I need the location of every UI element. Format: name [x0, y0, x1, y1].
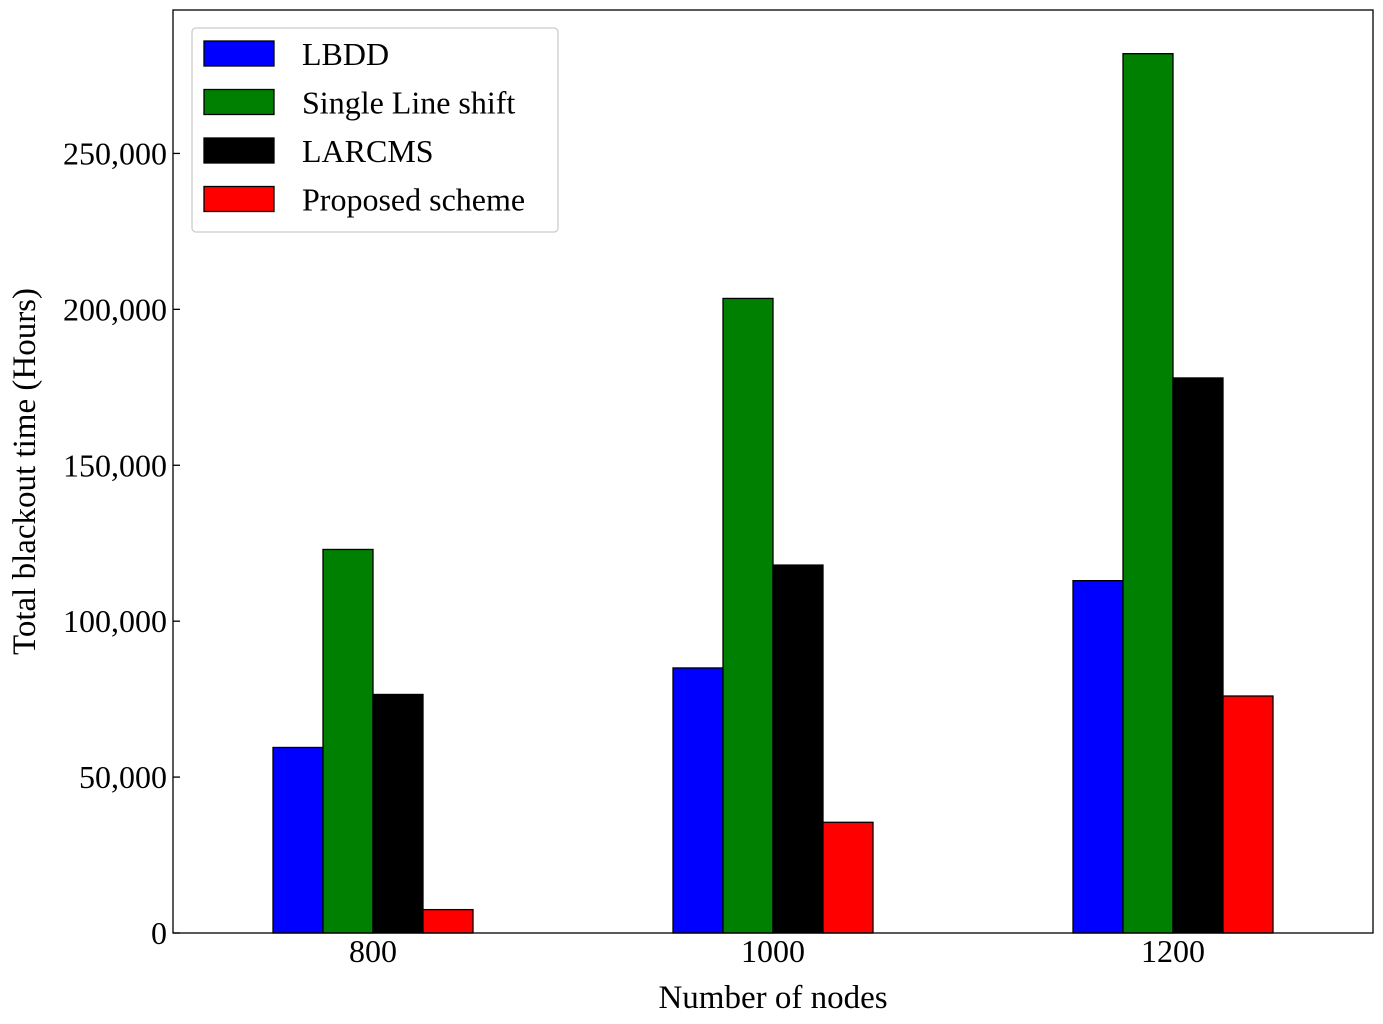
legend-swatch: [203, 88, 275, 116]
bars-layer: [272, 53, 1274, 934]
y-tick-label: 200,000: [63, 291, 167, 327]
y-tick-label: 0: [151, 915, 167, 951]
bar-proposed-scheme-1200: [1222, 695, 1274, 934]
y-tick-label: 100,000: [63, 603, 167, 639]
legend: LBDD Single Line shift LARCMS Proposed sche…: [191, 27, 559, 233]
x-tick-label: 1000: [741, 933, 805, 969]
bar-lbdd-1000: [672, 667, 724, 934]
bar-larcms-1000: [772, 564, 824, 934]
bar-single-line-shift-800: [322, 548, 374, 934]
bar-larcms-800: [372, 693, 424, 934]
bar-single-line-shift-1000: [722, 297, 774, 934]
y-tick-label: 250,000: [63, 135, 167, 171]
bar-lbdd-800: [272, 746, 324, 934]
legend-box: [191, 27, 559, 233]
bar-lbdd-1200: [1072, 579, 1124, 934]
legend-label: LBDD: [302, 36, 389, 72]
y-tick-label: 150,000: [63, 447, 167, 483]
bar-larcms-1200: [1172, 377, 1224, 934]
y-axis: 0 50,000 100,000 150,000 200,000 250,000: [63, 135, 180, 951]
legend-label: Single Line shift: [302, 85, 515, 121]
y-tick-label: 50,000: [79, 759, 167, 795]
x-tick-label: 1200: [1141, 933, 1205, 969]
legend-label: Proposed scheme: [302, 182, 525, 218]
y-axis-title: Total blackout time (Hours): [7, 288, 43, 655]
legend-label: LARCMS: [302, 133, 434, 169]
x-tick-label: 800: [349, 933, 397, 969]
legend-swatch: [203, 185, 275, 213]
x-axis-title: Number of nodes: [658, 980, 887, 1016]
legend-swatch: [203, 137, 275, 164]
legend-swatch: [203, 40, 275, 67]
bar-proposed-scheme-800: [422, 908, 474, 934]
bar-single-line-shift-1200: [1122, 53, 1174, 934]
bar-proposed-scheme-1000: [822, 821, 874, 934]
x-axis: 800 1000 1200: [349, 926, 1205, 969]
